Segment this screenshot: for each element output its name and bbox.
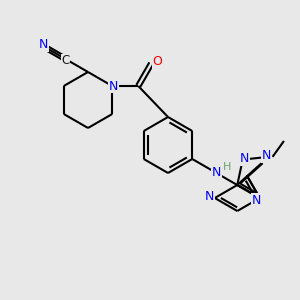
Text: N: N [109, 80, 118, 92]
Text: C: C [61, 55, 70, 68]
Text: N: N [262, 149, 271, 162]
Text: H: H [223, 162, 231, 172]
Text: N: N [212, 167, 221, 179]
Text: N: N [205, 190, 214, 203]
Text: N: N [252, 194, 262, 206]
Text: O: O [152, 55, 162, 68]
Text: N: N [240, 152, 249, 165]
Text: N: N [39, 38, 48, 51]
